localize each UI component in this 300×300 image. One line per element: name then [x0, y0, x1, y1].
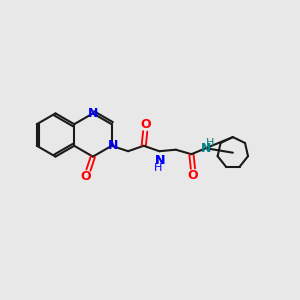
Text: N: N [88, 107, 98, 120]
Text: H: H [206, 138, 214, 148]
Text: H: H [154, 163, 162, 173]
Text: O: O [81, 170, 91, 183]
Text: N: N [201, 142, 212, 155]
Text: O: O [140, 118, 151, 131]
Text: O: O [188, 169, 198, 182]
Text: N: N [155, 154, 165, 167]
Text: N: N [155, 154, 165, 167]
Text: N: N [108, 139, 118, 152]
